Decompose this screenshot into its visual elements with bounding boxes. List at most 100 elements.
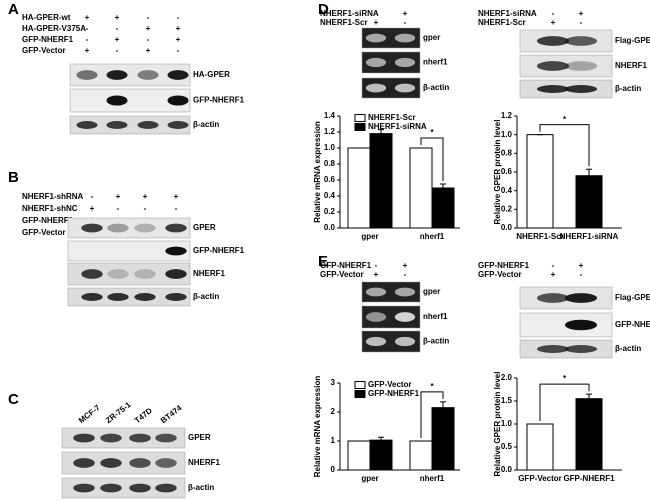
- y-tick-label: 0.0: [324, 223, 336, 232]
- bar: [369, 439, 393, 471]
- condition-label: HA-GPER-V375A: [22, 24, 86, 33]
- blot-strip: [69, 63, 191, 87]
- error-bar: [586, 168, 592, 176]
- condition-label: GFP-NHERF1: [478, 261, 530, 270]
- bar: [369, 133, 393, 229]
- condition-sign: -: [177, 13, 180, 22]
- significance-bracket: [539, 124, 590, 167]
- blot-strip: [361, 51, 421, 74]
- blot-band: [167, 70, 189, 80]
- blot-band: [167, 95, 189, 106]
- blot-band: [165, 246, 187, 256]
- blot-strip: [361, 305, 421, 329]
- band-label: NHERF1: [188, 458, 221, 467]
- condition-label: NHERF1-shNC: [22, 204, 78, 213]
- condition-label: NHERF1-siRNA: [478, 9, 537, 18]
- blot-band: [155, 433, 177, 443]
- y-axis-label: Relative GPER protein level: [493, 372, 502, 477]
- condition-sign: -: [375, 9, 378, 18]
- blot-band: [564, 319, 598, 331]
- band-label: nherf1: [423, 312, 448, 321]
- x-tick-label: GFP-NHERF1: [563, 474, 615, 483]
- y-axis-label: Relative GPER protein level: [493, 120, 502, 225]
- error-bar: [440, 183, 446, 188]
- y-axis-label: Relative mRNA expression: [313, 376, 322, 478]
- condition-label: GFP-Vector: [478, 270, 522, 279]
- x-tick-label: gper: [361, 232, 378, 241]
- lane-label: BT474: [159, 403, 184, 425]
- condition-sign: +: [116, 192, 121, 201]
- y-tick-label: 1.2: [501, 111, 513, 120]
- condition-sign: -: [147, 13, 150, 22]
- blot-band: [129, 433, 151, 443]
- y-tick-label: 0.6: [324, 175, 336, 184]
- band-label: Flag-GPER: [615, 36, 650, 45]
- blot-band: [564, 61, 598, 71]
- blot-band: [137, 121, 159, 129]
- blot-band: [165, 269, 187, 279]
- condition-sign: -: [175, 204, 178, 213]
- band-label: NHERF1: [615, 61, 648, 70]
- panel-label: C: [8, 391, 19, 408]
- condition-label: GFP-Vector: [320, 270, 364, 279]
- blot-band: [167, 121, 189, 129]
- bar: [347, 440, 371, 471]
- y-tick-label: 0.8: [324, 159, 336, 168]
- blot-strip: [361, 330, 421, 353]
- condition-sign: -: [580, 18, 583, 27]
- blot-strip: [361, 281, 421, 303]
- x-tick-label: NHERF1-Scr: [516, 232, 564, 241]
- condition-sign: -: [404, 18, 407, 27]
- blot-band: [76, 70, 98, 80]
- annotation: *: [563, 374, 567, 383]
- condition-sign: +: [551, 18, 556, 27]
- y-tick-label: 0.2: [324, 207, 336, 216]
- blot-band: [73, 433, 95, 443]
- bar: [526, 134, 554, 229]
- significance-bracket: [420, 391, 444, 438]
- y-tick-label: 1.5: [501, 396, 513, 405]
- condition-sign: -: [86, 24, 89, 33]
- band-label: GFP-NHERF1: [193, 246, 245, 255]
- y-tick-label: 2: [331, 407, 336, 416]
- error-bar: [440, 401, 446, 408]
- y-tick-label: 0.6: [501, 167, 513, 176]
- condition-sign: +: [115, 35, 120, 44]
- condition-sign: -: [177, 46, 180, 55]
- y-tick-label: 0: [331, 465, 336, 474]
- condition-sign: +: [403, 9, 408, 18]
- condition-sign: +: [174, 192, 179, 201]
- blot-band: [536, 85, 570, 93]
- band-label: β-actin: [615, 84, 641, 93]
- y-axis-label: Relative mRNA expression: [313, 121, 322, 223]
- blot-band: [106, 121, 128, 129]
- bar: [431, 407, 455, 471]
- condition-label: NHERF1-shRNA: [22, 192, 84, 201]
- blot-strip: [67, 262, 191, 286]
- panel-label: B: [8, 169, 19, 186]
- blot-band: [536, 345, 570, 353]
- blot-strip: [61, 427, 186, 449]
- blot-band: [129, 483, 151, 493]
- band-label: GPER: [193, 223, 216, 232]
- legend-swatch: [354, 381, 366, 389]
- blot-band: [81, 293, 103, 301]
- bar: [409, 147, 433, 229]
- blot-band: [394, 57, 416, 68]
- annotation: *: [563, 115, 567, 124]
- band-label: GFP-NHERF1: [615, 320, 650, 329]
- blot-band: [394, 287, 416, 297]
- panel-label: E: [318, 253, 328, 270]
- legend-label: GFP-Vector: [368, 380, 412, 389]
- condition-sign: -: [116, 24, 119, 33]
- condition-sign: -: [552, 9, 555, 18]
- x-tick-label: gper: [361, 474, 378, 483]
- blot-band: [155, 458, 177, 468]
- band-label: β-actin: [193, 292, 219, 301]
- legend-swatch: [354, 390, 366, 398]
- legend-label: GFP-NHERF1: [368, 389, 420, 398]
- blot-band: [100, 433, 122, 443]
- condition-label: GFP-Vector: [22, 46, 66, 55]
- blot-band: [100, 458, 122, 468]
